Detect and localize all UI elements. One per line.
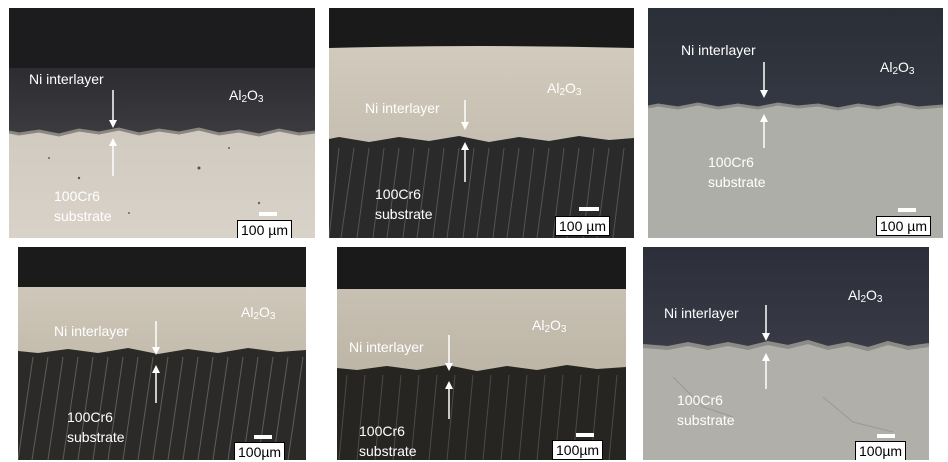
al2o3-label: Al2O3 [880, 59, 915, 77]
micrograph-image [9, 8, 315, 238]
micrograph-panel-a: Ni interlayer Al2O3 100Cr6 substrate 100 … [9, 8, 315, 238]
scale-bar [877, 434, 895, 438]
scale-bar [576, 433, 594, 437]
micrograph-panel-e: Ni interlayer Al2O3 100Cr6 substrate 100µ… [337, 247, 626, 460]
scale-label: 100µm [552, 440, 604, 460]
scale-label: 100 µm [876, 216, 931, 236]
scale-bar [898, 208, 916, 212]
substrate-label: 100Cr6 substrate [375, 186, 433, 222]
al2o3-label: Al2O3 [547, 80, 582, 98]
substrate-label: 100Cr6 substrate [359, 423, 417, 459]
ni-interlayer-label: Ni interlayer [54, 323, 129, 339]
ni-interlayer-label: Ni interlayer [29, 71, 104, 87]
micrograph-panel-f: Ni interlayer Al2O3 100Cr6 substrate 100µ… [643, 247, 929, 460]
micrograph-panel-c: Ni interlayer Al2O3 100Cr6 substrate 100 … [648, 8, 943, 238]
substrate-label: 100Cr6 substrate [67, 409, 125, 445]
arrow-down-icon [152, 321, 160, 355]
arrow-up-icon [109, 138, 117, 176]
arrow-up-icon [760, 114, 768, 148]
ni-interlayer-label: Ni interlayer [664, 305, 739, 321]
scale-bar [579, 207, 599, 211]
arrow-up-icon [152, 365, 160, 403]
micrograph-image [337, 247, 626, 460]
al2o3-label: Al2O3 [229, 87, 264, 105]
scale-label: 100µm [855, 441, 907, 460]
scale-label: 100 µm [237, 220, 292, 238]
arrow-down-icon [762, 305, 770, 341]
al2o3-label: Al2O3 [532, 317, 567, 335]
substrate-label: 100Cr6 substrate [677, 392, 735, 428]
micrograph-panel-d: Ni interlayer Al2O3 100Cr6 substrate 100µ… [18, 247, 306, 460]
micrograph-image [643, 247, 929, 460]
arrow-up-icon [762, 353, 770, 389]
ni-interlayer-label: Ni interlayer [365, 100, 440, 116]
arrow-up-icon [445, 381, 453, 419]
scale-label: 100 µm [555, 216, 610, 236]
al2o3-label: Al2O3 [241, 304, 276, 322]
micrograph-panel-b: Ni interlayer Al2O3 100Cr6 substrate 100 … [329, 8, 634, 238]
substrate-label: 100Cr6 substrate [708, 154, 766, 190]
arrow-down-icon [461, 100, 469, 130]
scale-label: 100µm [234, 442, 286, 460]
scale-bar [259, 212, 277, 216]
al2o3-label: Al2O3 [848, 287, 883, 305]
micrograph-image [18, 247, 306, 460]
arrow-up-icon [461, 142, 469, 182]
arrow-down-icon [760, 62, 768, 98]
micrograph-image [329, 8, 634, 238]
scale-bar [254, 435, 272, 439]
substrate-label: 100Cr6 substrate [54, 188, 112, 224]
ni-interlayer-label: Ni interlayer [349, 339, 424, 355]
ni-interlayer-label: Ni interlayer [681, 42, 756, 58]
arrow-down-icon [445, 335, 453, 371]
micrograph-image [648, 8, 943, 238]
arrow-down-icon [109, 90, 117, 128]
